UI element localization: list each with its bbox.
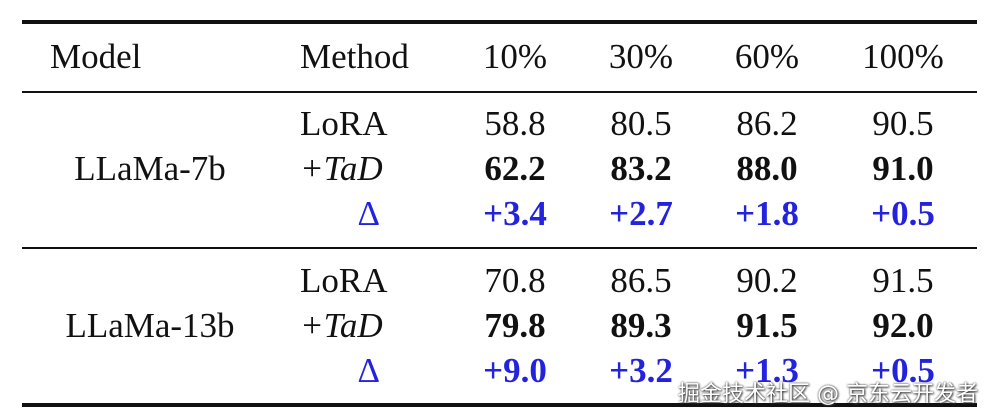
value-cell: 92.0 [872, 306, 934, 345]
method-name: Δ [357, 194, 380, 233]
header-cell: 30% [608, 37, 674, 76]
value-cell: +1.3 [735, 351, 799, 390]
header-cell: Model [50, 37, 142, 76]
top-rule [22, 20, 977, 24]
header-cell: 60% [734, 37, 800, 76]
value-cell: 91.5 [736, 306, 798, 345]
value-cell: 62.2 [484, 149, 546, 188]
value-cell: +2.7 [609, 194, 673, 233]
value-cell: 90.2 [736, 261, 798, 300]
header-cell: 10% [482, 37, 548, 76]
value-cell: 80.5 [610, 104, 672, 143]
header-cell: 100% [862, 37, 944, 76]
value-cell: 91.5 [872, 261, 934, 300]
value-cell: +3.2 [609, 351, 673, 390]
value-cell: +3.4 [483, 194, 547, 233]
value-cell: +9.0 [483, 351, 547, 390]
header-cell: Method [300, 37, 409, 76]
header-rule [22, 91, 977, 93]
model-name: LLaMa-7b [74, 149, 226, 188]
value-cell: +1.8 [735, 194, 799, 233]
value-cell: 88.0 [736, 149, 798, 188]
method-name: LoRA [300, 261, 388, 300]
group-rule [22, 247, 977, 249]
model-name: LLaMa-13b [65, 306, 235, 345]
method-name: +TaD [300, 306, 383, 345]
bottom-rule [22, 403, 977, 407]
value-cell: 70.8 [484, 261, 546, 300]
value-cell: 58.8 [484, 104, 546, 143]
value-cell: +0.5 [871, 194, 935, 233]
value-cell: 89.3 [610, 306, 672, 345]
watermark: 掘金技术社区 @ 京东云开发者 [678, 382, 978, 407]
value-cell: 86.2 [736, 104, 798, 143]
method-name: +TaD [300, 149, 383, 188]
value-cell: +0.5 [871, 351, 935, 390]
method-name: LoRA [300, 104, 388, 143]
value-cell: 91.0 [872, 149, 934, 188]
method-name: Δ [357, 351, 380, 390]
value-cell: 79.8 [484, 306, 546, 345]
value-cell: 86.5 [610, 261, 672, 300]
value-cell: 90.5 [872, 104, 934, 143]
value-cell: 83.2 [610, 149, 672, 188]
